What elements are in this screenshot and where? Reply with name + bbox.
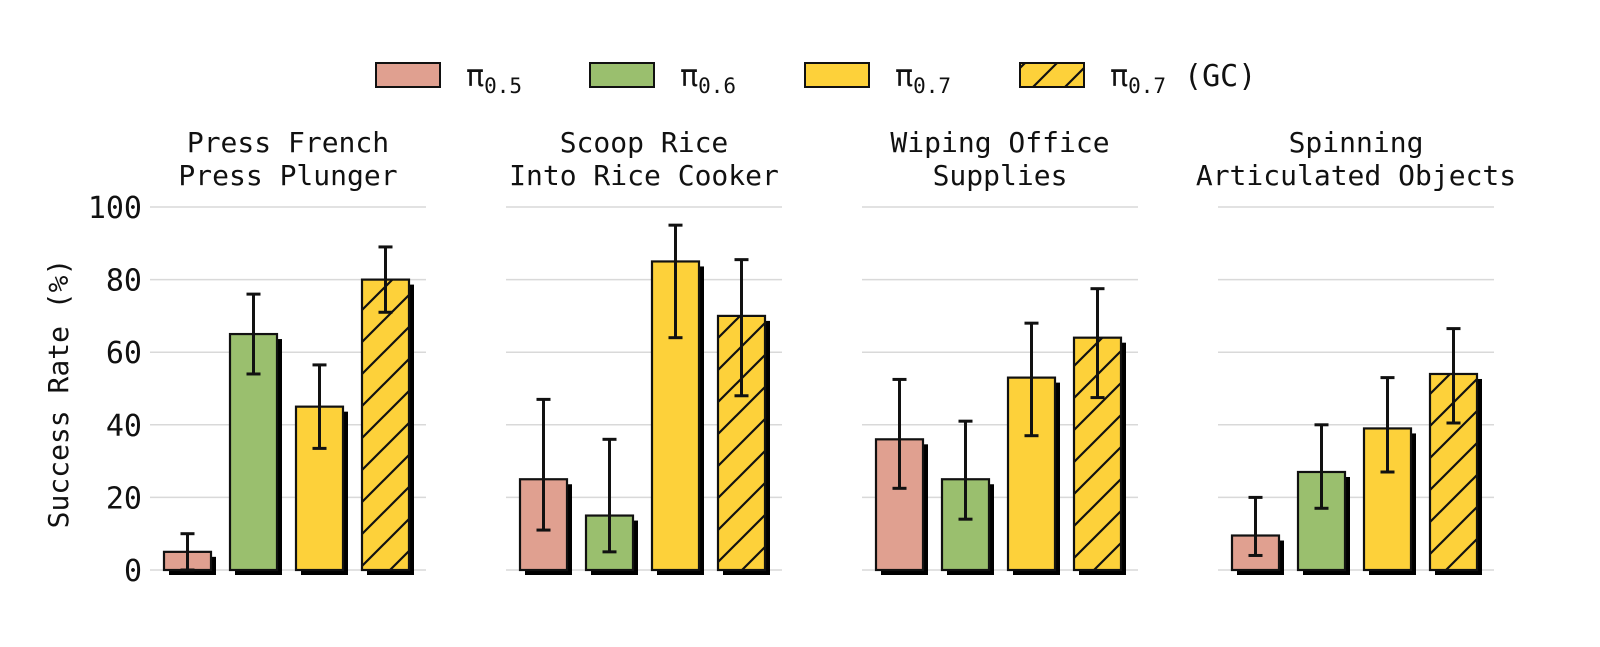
panel-title-2-line-2: Into Rice Cooker: [509, 159, 779, 192]
legend: π0.5 π0.6 π0.7 π0.7 (GC): [375, 59, 1256, 98]
bar-1-4: [360, 278, 411, 572]
panel-title-3-line-1: Wiping Office: [890, 126, 1109, 159]
legend-label-3: π0.7: [895, 59, 951, 98]
y-tick-label: 60: [106, 336, 142, 371]
panel-title-3-line-2: Supplies: [933, 159, 1068, 192]
y-axis-label: Success Rate (%): [42, 259, 75, 529]
legend-label-2: π0.6: [680, 59, 736, 98]
legend-swatch-2: [589, 62, 655, 88]
y-tick-label: 0: [124, 554, 142, 589]
legend-swatch-4: [1019, 62, 1085, 88]
y-tick-label: 40: [106, 409, 142, 444]
legend-swatch-3: [804, 62, 870, 88]
legend-label-4: π0.7 (GC): [1110, 59, 1256, 98]
panel-title-1-line-2: Press Plunger: [178, 159, 397, 192]
legend-label-1: π0.5: [466, 59, 522, 98]
panel-title-2-line-1: Scoop Rice: [560, 126, 729, 159]
panel-title-4-line-2: Articulated Objects: [1196, 159, 1516, 192]
y-tick-label: 100: [88, 191, 142, 226]
y-axis: Success Rate (%) 0 20 40 60 80 100: [42, 191, 142, 589]
legend-swatch-1: [375, 62, 441, 88]
y-tick-label: 80: [106, 264, 142, 299]
y-tick-label: 20: [106, 481, 142, 516]
panel-title-1-line-1: Press French: [187, 126, 389, 159]
panel-title-4-line-1: Spinning: [1289, 126, 1424, 159]
